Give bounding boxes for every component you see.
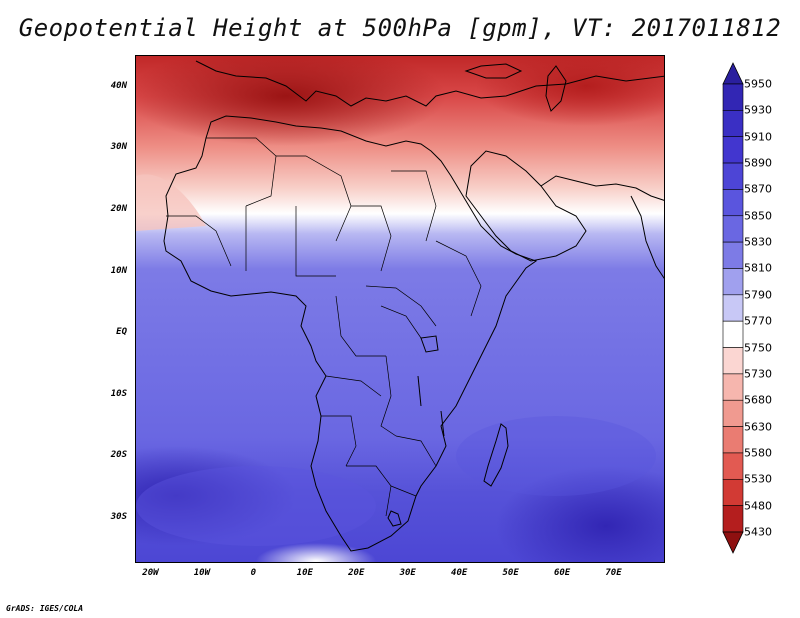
colorbar-label: 5870	[744, 182, 772, 196]
colorbar-swatch	[722, 399, 744, 427]
colorbar-swatch	[722, 110, 744, 138]
country-borders	[166, 137, 482, 517]
colorbar-label: 5890	[744, 156, 772, 170]
lat-label-10n: 10N	[110, 265, 127, 276]
colorbar-swatch	[722, 241, 744, 269]
lon-label-40e: 40E	[451, 568, 468, 578]
colorbar-swatch	[722, 162, 744, 190]
colorbar-label: 5480	[744, 499, 772, 513]
lon-label-10w: 10W	[193, 568, 211, 578]
lon-label-20w: 20W	[142, 568, 159, 578]
colorbar-bottom-arrow	[722, 531, 744, 554]
colorbar-label: 5790	[744, 288, 772, 302]
colorbar-swatch	[722, 478, 744, 506]
lat-label-eq: EQ	[116, 327, 127, 338]
lon-label-10e: 10E	[296, 568, 313, 578]
colorbar-label: 5530	[744, 472, 772, 486]
colorbar-swatch	[722, 215, 744, 243]
lon-label-60e: 60E	[553, 568, 571, 578]
colorbar-swatch	[722, 189, 744, 217]
colorbar-label: 5580	[744, 446, 772, 460]
grads-credit: GrADS: IGES/COLA	[6, 604, 84, 613]
colorbar-swatch	[722, 268, 744, 296]
lat-label-10s: 10S	[110, 388, 127, 399]
lon-label-70e: 70E	[605, 568, 622, 578]
colorbar-top-arrow	[722, 62, 744, 85]
colorbar-label: 5850	[744, 209, 772, 223]
colorbar-label: 5750	[744, 341, 772, 355]
colorbar-swatch	[722, 320, 744, 348]
colorbar-label: 5950	[744, 77, 772, 91]
lat-label-30s: 30S	[110, 511, 127, 522]
colorbar-label: 5730	[744, 367, 772, 381]
colorbar-label: 5430	[744, 525, 772, 539]
colorbar-swatch	[722, 426, 744, 454]
map-title: Geopotential Height at 500hPa [gpm], VT:…	[18, 14, 782, 42]
colorbar-label: 5630	[744, 420, 772, 434]
height-field	[136, 56, 664, 562]
lat-label-20s: 20S	[110, 450, 127, 461]
colorbar-label: 5910	[744, 130, 772, 144]
colorbar-swatch	[722, 347, 744, 375]
lon-label-30e: 30E	[399, 568, 416, 578]
lesotho	[387, 510, 402, 527]
colorbar-label: 5830	[744, 235, 772, 249]
colorbar-swatch	[722, 136, 744, 164]
colorbar-label: 5930	[744, 103, 772, 117]
colorbar	[722, 62, 744, 554]
colorbar-swatch	[722, 373, 744, 401]
lon-label-50e: 50E	[502, 568, 519, 578]
lon-label-0: 0	[250, 568, 257, 578]
map-area	[135, 55, 665, 563]
colorbar-swatch	[722, 452, 744, 480]
lon-label-20e: 20E	[348, 568, 365, 578]
coastlines	[163, 60, 664, 552]
colorbar-swatch	[722, 294, 744, 322]
lat-label-30n: 30N	[110, 142, 127, 153]
colorbar-label: 5810	[744, 261, 772, 275]
colorbar-label: 5770	[744, 314, 772, 328]
colorbar-swatch	[722, 83, 744, 111]
colorbar-swatch	[722, 505, 744, 533]
lat-label-20n: 20N	[110, 203, 127, 214]
colorbar-label: 5680	[744, 393, 772, 407]
lat-label-40n: 40N	[110, 80, 127, 91]
